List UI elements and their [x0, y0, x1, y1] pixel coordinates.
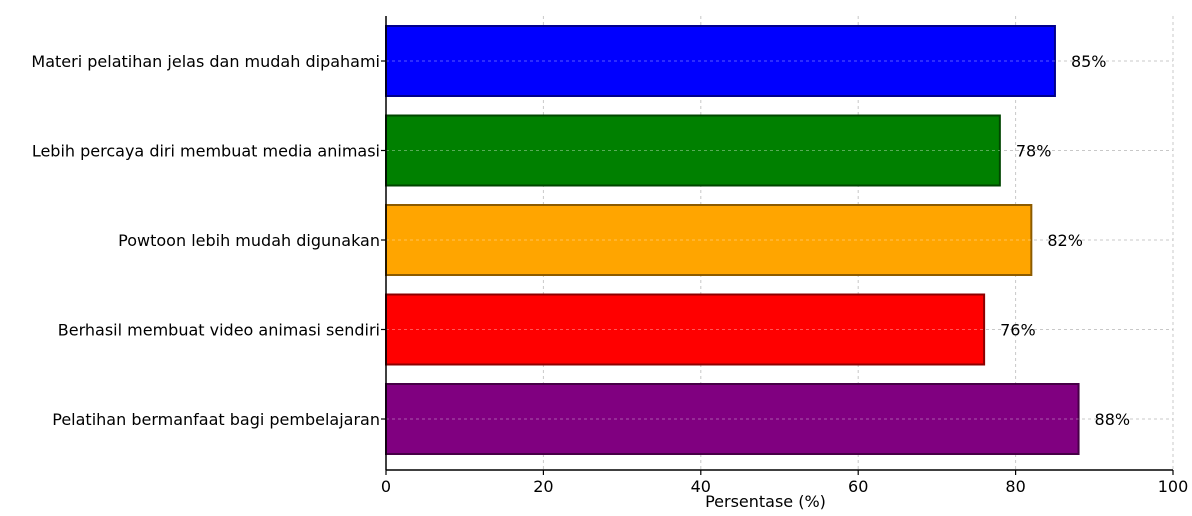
x-tick-label: 20 [533, 477, 553, 496]
bar [385, 25, 1056, 97]
category-label: Berhasil membuat video animasi sendiri [58, 321, 380, 340]
value-label: 85% [1071, 52, 1107, 71]
bars [385, 25, 1080, 455]
category-label: Lebih percaya diri membuat media animasi [32, 142, 380, 161]
value-label: 78% [1016, 142, 1052, 161]
x-tick-label: 80 [1005, 477, 1025, 496]
x-tick-label: 40 [691, 477, 711, 496]
value-label: 76% [1000, 321, 1036, 340]
value-labels: 85% 78% 82% 76% 88% [1000, 52, 1130, 429]
category-labels: Materi pelatihan jelas dan mudah dipaham… [31, 52, 380, 429]
category-label: Materi pelatihan jelas dan mudah dipaham… [31, 52, 380, 71]
x-tick-label: 0 [381, 477, 391, 496]
bar [385, 383, 1080, 455]
value-label: 82% [1047, 231, 1083, 250]
bar [385, 204, 1033, 276]
axes [385, 16, 1173, 471]
value-label: 88% [1095, 410, 1131, 429]
category-label: Powtoon lebih mudah digunakan [118, 231, 380, 250]
bar [385, 114, 1001, 187]
x-tick-label: 100 [1158, 477, 1189, 496]
x-ticks: 0 20 40 60 80 100 [381, 60, 1189, 496]
x-axis-title: Persentase (%) [705, 492, 826, 511]
x-tick-label: 60 [848, 477, 868, 496]
bar [385, 293, 986, 366]
category-label: Pelatihan bermanfaat bagi pembelajaran [52, 410, 380, 429]
